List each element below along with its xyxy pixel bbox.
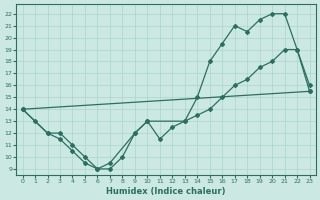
X-axis label: Humidex (Indice chaleur): Humidex (Indice chaleur) bbox=[106, 187, 226, 196]
